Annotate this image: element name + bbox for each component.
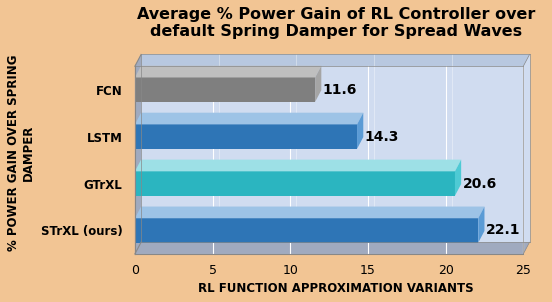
Polygon shape (135, 66, 321, 78)
Text: 11.6: 11.6 (323, 83, 357, 97)
Polygon shape (135, 171, 455, 196)
Polygon shape (135, 218, 478, 243)
Title: Average % Power Gain of RL Controller over
default Spring Damper for Spread Wave: Average % Power Gain of RL Controller ov… (137, 7, 535, 39)
Polygon shape (135, 54, 529, 66)
Polygon shape (135, 66, 523, 254)
Polygon shape (141, 54, 529, 242)
Polygon shape (135, 54, 141, 254)
Polygon shape (455, 160, 461, 196)
Text: 14.3: 14.3 (365, 130, 399, 144)
Polygon shape (478, 207, 485, 243)
Polygon shape (315, 66, 321, 102)
Polygon shape (135, 124, 357, 149)
Polygon shape (135, 113, 363, 124)
Text: 20.6: 20.6 (463, 177, 497, 191)
Polygon shape (135, 78, 315, 102)
X-axis label: RL FUNCTION APPROXIMATION VARIANTS: RL FUNCTION APPROXIMATION VARIANTS (198, 282, 474, 295)
Polygon shape (135, 160, 461, 171)
Polygon shape (357, 113, 363, 149)
Text: 22.1: 22.1 (486, 223, 521, 237)
Polygon shape (135, 207, 485, 218)
Y-axis label: % POWER GAIN OVER SPRING
DAMPER: % POWER GAIN OVER SPRING DAMPER (7, 55, 35, 251)
Polygon shape (135, 242, 529, 254)
